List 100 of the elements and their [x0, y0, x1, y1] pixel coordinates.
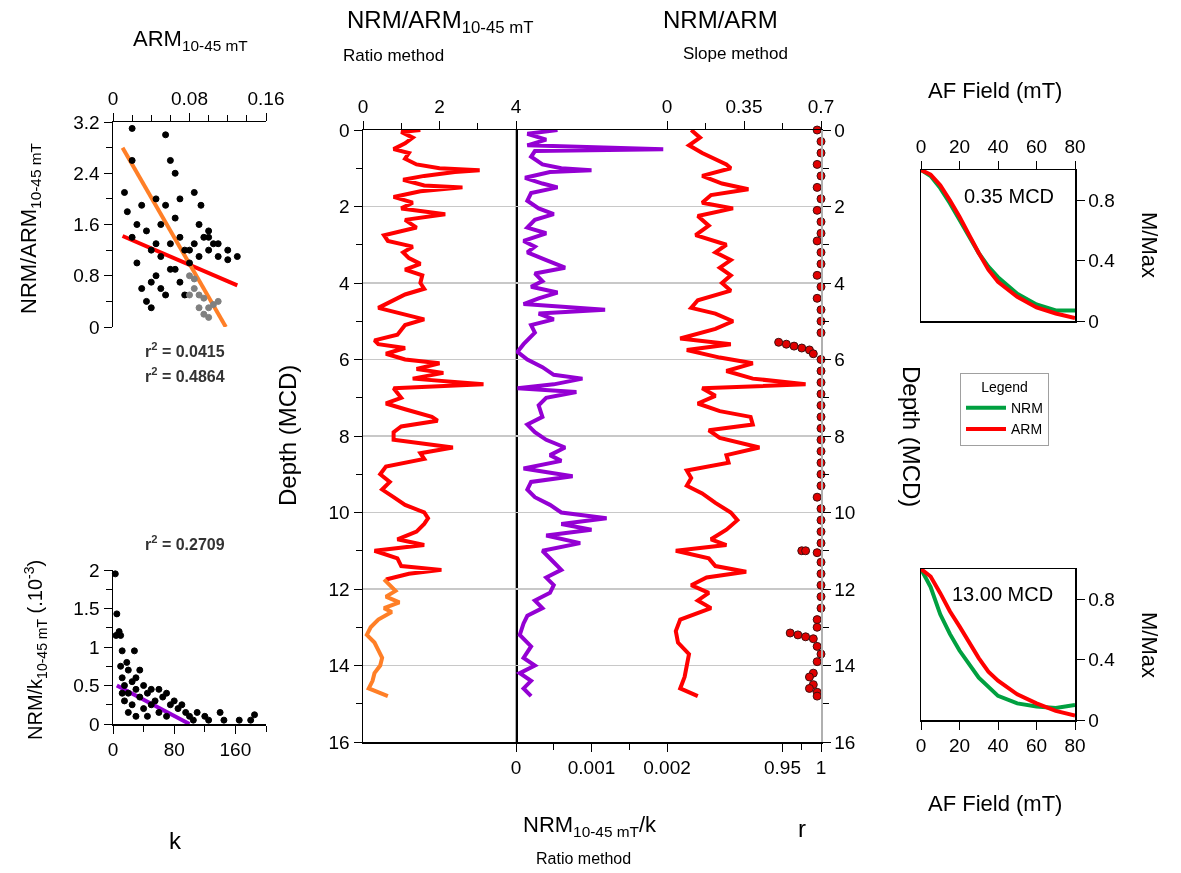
point — [162, 291, 170, 299]
y-tick-label: 1.6 — [73, 214, 100, 236]
text: Ratio method — [343, 46, 445, 65]
point — [132, 685, 140, 693]
y-tick-label: 8 — [834, 425, 845, 447]
point — [142, 297, 150, 305]
x-tick-label: 0.001 — [567, 757, 616, 779]
y-tick-label: 0.5 — [73, 675, 100, 697]
point — [124, 666, 132, 674]
x-axis-title: r — [798, 815, 806, 842]
point — [128, 156, 136, 164]
y-tick-label: 2 — [89, 559, 100, 581]
x-axis-title: NRM$_{10-45 mT}$/k — [523, 812, 658, 840]
point — [151, 697, 159, 705]
point — [140, 682, 148, 689]
y-tick-label: 0.4 — [1088, 649, 1116, 671]
y-axis-title: Depth (MCD) — [898, 366, 925, 508]
point — [195, 221, 203, 228]
point — [152, 272, 160, 280]
y-axis-title: Depth (MCD) — [274, 364, 301, 506]
point — [197, 201, 205, 209]
point — [132, 674, 140, 682]
point — [157, 221, 165, 228]
x-axis-title: ARM$_{10-45 mT}$ — [133, 26, 249, 54]
point — [147, 701, 155, 709]
x-tick-label: 80 — [163, 739, 185, 761]
point — [190, 240, 198, 248]
y-tick-label: 10 — [328, 502, 350, 524]
y-tick-label: 6 — [834, 349, 845, 371]
x2-tick-label: 0.35 — [725, 95, 763, 117]
point — [235, 716, 243, 724]
point — [136, 666, 144, 674]
point — [120, 697, 128, 705]
x-tick-label: 60 — [1025, 735, 1048, 757]
point — [186, 259, 193, 267]
point — [195, 304, 203, 312]
point — [123, 208, 131, 216]
x-tick-label: 0 — [107, 87, 119, 109]
y-tick-label: 6 — [339, 349, 350, 371]
y-tick-label: 12 — [834, 578, 856, 600]
y-axis-title: M/Max — [1137, 612, 1162, 678]
point — [205, 304, 213, 312]
point — [128, 124, 136, 132]
point — [163, 712, 171, 720]
y-tick-label: 0.4 — [1088, 250, 1116, 272]
point — [171, 169, 179, 177]
x-tick-label: 60 — [1025, 135, 1048, 157]
point — [147, 246, 155, 254]
x-tick-label: 40 — [987, 135, 1009, 157]
point — [143, 689, 151, 697]
point — [251, 711, 259, 719]
x-tick-label: 2 — [434, 95, 445, 117]
x2-tick-label: 0.7 — [807, 95, 835, 117]
point — [143, 712, 151, 720]
point — [162, 131, 170, 139]
point — [147, 685, 155, 693]
point — [247, 716, 255, 724]
point — [111, 570, 119, 578]
x-tick-label: 0 — [915, 735, 927, 757]
point — [133, 221, 141, 228]
point — [220, 716, 228, 724]
point — [186, 712, 193, 720]
text: r$^{2}$ = 0.2709 — [145, 533, 225, 553]
point — [214, 297, 222, 305]
point — [124, 689, 132, 697]
point — [118, 689, 126, 697]
y-tick-label: 12 — [328, 578, 350, 600]
y-tick-label: 0 — [834, 119, 845, 141]
point — [155, 708, 163, 716]
x-tick-label: 20 — [948, 735, 971, 757]
point — [190, 285, 198, 293]
y-axis-title: M/Max — [1137, 212, 1162, 278]
line-series — [364, 577, 402, 699]
x-tick-label: 0 — [915, 135, 927, 157]
point — [176, 195, 184, 203]
point — [193, 708, 201, 716]
point — [186, 291, 193, 299]
x-tick-label: 20 — [948, 135, 971, 157]
y-tick-label: 4 — [339, 272, 351, 294]
point — [176, 278, 184, 286]
point — [233, 253, 241, 261]
legend-label: ARM — [1011, 421, 1043, 438]
point — [176, 233, 184, 241]
y-tick-label: 2 — [834, 196, 845, 218]
point — [128, 678, 136, 686]
point — [224, 246, 232, 254]
x-tick-label: 80 — [1064, 135, 1086, 157]
point — [140, 705, 148, 713]
point — [171, 214, 179, 222]
text: r$^{2}$ = 0.4864 — [145, 365, 225, 385]
point — [178, 701, 186, 709]
x-tick-label: 80 — [1064, 735, 1086, 757]
point — [216, 708, 224, 716]
y-tick-label: 0 — [339, 119, 350, 141]
point — [205, 716, 213, 724]
point — [174, 705, 182, 713]
y-tick-label: 14 — [834, 655, 856, 677]
point — [201, 712, 209, 720]
point — [205, 246, 213, 254]
x-tick-label: 0.08 — [171, 87, 208, 109]
